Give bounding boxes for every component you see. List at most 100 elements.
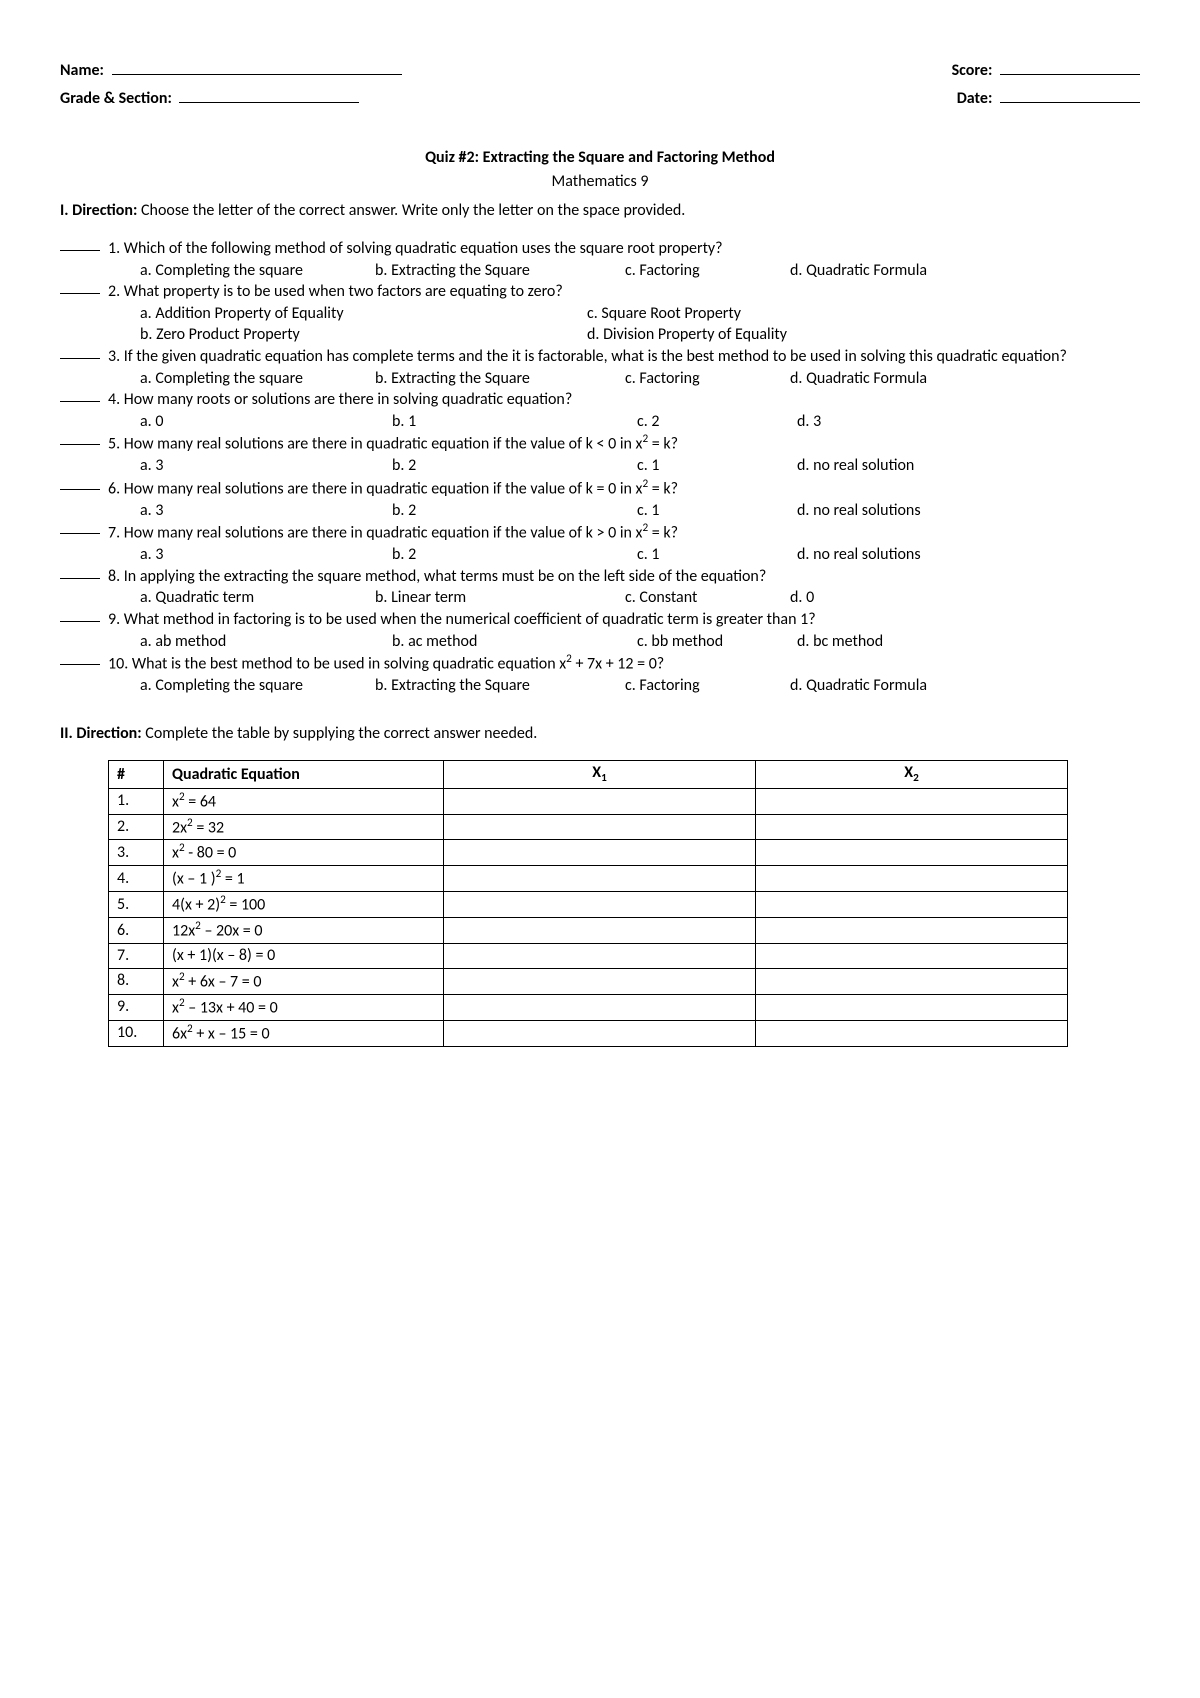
row-x1[interactable] [444,918,756,944]
row-equation: 2x2 = 32 [164,814,444,840]
answer-blank-10[interactable] [60,664,100,665]
row-x2[interactable] [756,968,1068,994]
options-row: a. ab methodb. ac methodc. bb methodd. b… [60,631,1140,653]
direction1-text: Choose the letter of the correct answer.… [141,201,685,220]
question-4: 4. How many roots or solutions are there… [60,389,1140,411]
score-field: Score: [952,60,1140,82]
answer-blank-5[interactable] [60,444,100,445]
row-x2[interactable] [756,892,1068,918]
question-text-8: 8. In applying the extracting the square… [108,566,1140,588]
table-row: 6.12x2 – 20x = 0 [109,918,1068,944]
name-label: Name: [60,61,104,80]
question-text-9: 9. What method in factoring is to be use… [108,609,1140,631]
option: d. no real solutions [797,544,921,566]
question-text-5: 5. How many real solutions are there in … [108,432,1140,455]
answer-blank-6[interactable] [60,489,100,490]
option: a. 0 [140,411,392,433]
row-num: 5. [109,892,164,918]
question-text-4: 4. How many roots or solutions are there… [108,389,1140,411]
option: b. Zero Product Property [140,324,587,346]
question-7: 7. How many real solutions are there in … [60,521,1140,544]
options-row: a. 3b. 2c. 1d. no real solution [60,455,1140,477]
option: a. Completing the square [140,260,375,282]
option: b. ac method [392,631,637,653]
answer-blank-2[interactable] [60,293,100,294]
option: b. 2 [392,544,637,566]
section1-direction: I. Direction: Choose the letter of the c… [60,200,1140,222]
answer-blank-8[interactable] [60,578,100,579]
option: c. Factoring [625,368,790,390]
table-row: 8.x2 + 6x – 7 = 0 [109,968,1068,994]
option: b. Linear term [375,587,625,609]
option: d. 3 [797,411,821,433]
row-x2[interactable] [756,918,1068,944]
options-row: a. 0b. 1c. 2d. 3 [60,411,1140,433]
name-underline[interactable] [112,74,402,75]
row-num: 8. [109,968,164,994]
score-underline[interactable] [1000,74,1140,75]
option: a. 3 [140,544,392,566]
name-field: Name: [60,60,402,82]
option: d. Division Property of Equality [587,324,787,346]
option: b. Extracting the Square [375,260,625,282]
option: b. 2 [392,500,637,522]
row-x1[interactable] [444,1020,756,1046]
table-row: 9.x2 – 13x + 40 = 0 [109,994,1068,1020]
table-header-num: # [109,761,164,788]
row-x2[interactable] [756,1020,1068,1046]
row-x1[interactable] [444,994,756,1020]
direction2-text: Complete the table by supplying the corr… [145,724,537,743]
row-x2[interactable] [756,944,1068,969]
row-x2[interactable] [756,840,1068,866]
row-x2[interactable] [756,788,1068,814]
answer-blank-4[interactable] [60,401,100,402]
option: c. bb method [637,631,797,653]
option: c. Constant [625,587,790,609]
option: a. 3 [140,455,392,477]
row-num: 9. [109,994,164,1020]
row-equation: x2 = 64 [164,788,444,814]
answer-blank-3[interactable] [60,358,100,359]
direction2-label: II. Direction: [60,724,145,743]
row-x1[interactable] [444,892,756,918]
answer-blank-7[interactable] [60,533,100,534]
option: b. Extracting the Square [375,675,625,697]
row-x1[interactable] [444,866,756,892]
question-text-7: 7. How many real solutions are there in … [108,521,1140,544]
row-num: 7. [109,944,164,969]
row-x1[interactable] [444,788,756,814]
option: a. ab method [140,631,392,653]
row-equation: 6x2 + x – 15 = 0 [164,1020,444,1046]
row-num: 6. [109,918,164,944]
question-9: 9. What method in factoring is to be use… [60,609,1140,631]
date-label: Date: [957,89,993,108]
direction1-label: I. Direction: [60,201,141,220]
row-equation: (x + 1)(x – 8) = 0 [164,944,444,969]
option: a. Quadratic term [140,587,375,609]
question-8: 8. In applying the extracting the square… [60,566,1140,588]
answer-blank-1[interactable] [60,250,100,251]
row-x1[interactable] [444,944,756,969]
row-x2[interactable] [756,994,1068,1020]
grade-underline[interactable] [179,102,359,103]
options-row: a. Addition Property of Equalityc. Squar… [60,303,1140,325]
question-2: 2. What property is to be used when two … [60,281,1140,303]
quiz-title: Quiz #2: Extracting the Square and Facto… [60,147,1140,169]
row-equation: 4(x + 2)2 = 100 [164,892,444,918]
quiz-subtitle: Mathematics 9 [60,171,1140,193]
answer-blank-9[interactable] [60,621,100,622]
row-num: 4. [109,866,164,892]
date-underline[interactable] [1000,102,1140,103]
row-x1[interactable] [444,814,756,840]
row-x2[interactable] [756,866,1068,892]
row-x2[interactable] [756,814,1068,840]
row-equation: 12x2 – 20x = 0 [164,918,444,944]
row-x1[interactable] [444,840,756,866]
grade-label: Grade & Section: [60,89,172,108]
option: b. 1 [392,411,637,433]
table-header-x1: X1 [444,761,756,788]
row-x1[interactable] [444,968,756,994]
options-row: a. Completing the squareb. Extracting th… [60,260,1140,282]
option: a. Completing the square [140,675,375,697]
option: b. Extracting the Square [375,368,625,390]
